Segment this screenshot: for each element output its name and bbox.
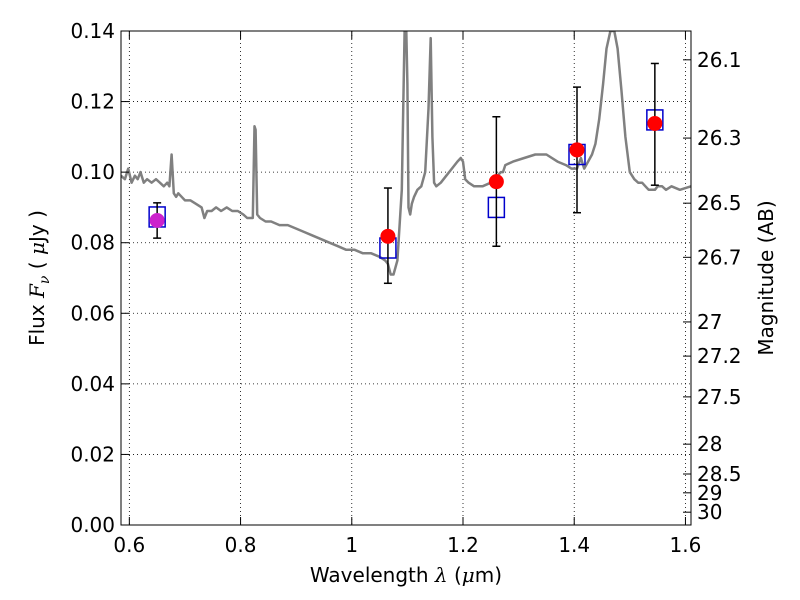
magnitude-tick-label: 27 <box>697 310 722 334</box>
magnitude-tick-label: 27.2 <box>697 344 742 368</box>
y-tick-label: 0.12 <box>70 90 115 114</box>
observed-point-marker <box>149 212 165 228</box>
magnitude-tick-label: 26.5 <box>697 191 742 215</box>
plot-frame <box>120 30 692 526</box>
magnitude-tick-label: 26.7 <box>697 245 742 269</box>
y-tick-label: 0.04 <box>70 372 115 396</box>
magnitude-tick-label: 29 <box>697 481 722 505</box>
observed-point-marker <box>380 228 396 244</box>
magnitude-tick-label: 27.5 <box>697 385 742 409</box>
y-tick-label: 0.06 <box>70 301 115 325</box>
magnitude-tick-label: 26.1 <box>697 48 742 72</box>
y-tick-label: 0.00 <box>70 513 115 537</box>
magnitude-tick-label: 30 <box>697 500 722 524</box>
grid-lines <box>121 31 691 525</box>
y-tick-label: 0.02 <box>70 442 115 466</box>
template-spectrum-line <box>121 31 691 276</box>
observed-point-marker <box>488 174 504 190</box>
observed-photometry-series <box>149 115 663 244</box>
magnitude-tick-label: 28 <box>697 432 722 456</box>
x-tick-label: 0.6 <box>113 533 145 557</box>
x-tick-label: 1.4 <box>558 533 590 557</box>
y-tick-label: 0.14 <box>70 19 115 43</box>
x-axis-ticks: 0.6 0.8 1 1.2 1.4 1.6 <box>113 31 701 557</box>
observed-point-marker <box>569 142 585 158</box>
template-spectrum <box>121 31 691 276</box>
y-tick-label: 0.08 <box>70 231 115 255</box>
y-tick-label: 0.10 <box>70 160 115 184</box>
y-axis-ticks: 0.00 0.02 0.04 0.06 0.08 0.10 0.12 0.14 <box>70 19 129 537</box>
magnitude-tick-label: 26.3 <box>697 126 742 150</box>
x-tick-label: 0.8 <box>225 533 257 557</box>
magnitude-tick-label: 28.5 <box>697 462 742 486</box>
x-tick-label: 1 <box>345 533 358 557</box>
magnitude-axis-title: Magnitude (AB) <box>754 200 778 355</box>
x-axis-title: Wavelength λ (μm) <box>310 563 502 587</box>
y-axis-title: Flux Fν ( μJy ) <box>25 210 53 346</box>
x-tick-label: 1.2 <box>447 533 479 557</box>
x-tick-label: 1.6 <box>670 533 702 557</box>
observed-point-marker <box>647 115 663 131</box>
